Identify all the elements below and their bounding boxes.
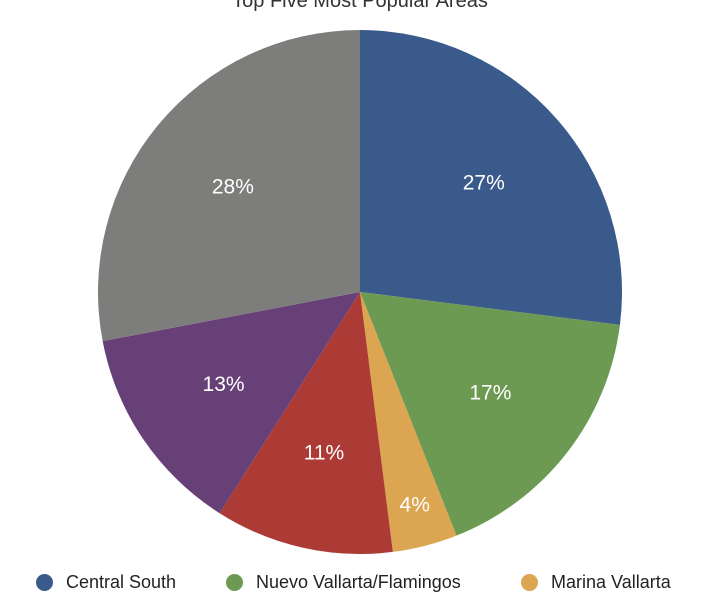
pie-slice-0 (360, 30, 622, 325)
pie-slice-1 (360, 292, 620, 536)
legend-swatch (36, 574, 53, 591)
legend-swatch (226, 574, 243, 591)
legend-item-central-south: Central South (36, 572, 176, 593)
slice-data-label: 13% (203, 373, 245, 396)
legend-label: Marina Vallarta (551, 572, 671, 592)
legend-swatch (521, 574, 538, 591)
pie-chart: 27% 17% 4% 11% 13% 28% (97, 30, 622, 555)
pie-slice-5 (97, 30, 360, 342)
legend-label: Central South (66, 572, 177, 592)
chart-title: Top Five Most Popular Areas (232, 0, 488, 12)
pie-slice-4 (102, 292, 360, 514)
slice-data-label: 27% (463, 171, 505, 194)
slice-data-label: 4% (400, 494, 430, 517)
legend-label: Nuevo Vallarta/Flamingos (256, 572, 461, 592)
pie-slice-2 (360, 292, 457, 552)
legend-item-nuevo-vallarta-flamingos: Nuevo Vallarta/Flamingos (226, 572, 461, 593)
pie-slice-3 (219, 292, 393, 555)
slice-data-label: 17% (469, 382, 511, 405)
legend: Central South Nuevo Vallarta/Flamingos M… (0, 572, 720, 600)
slice-data-label: 28% (212, 175, 254, 198)
legend-item-marina-vallarta: Marina Vallarta (521, 572, 671, 593)
slice-data-label: 11% (304, 442, 344, 465)
